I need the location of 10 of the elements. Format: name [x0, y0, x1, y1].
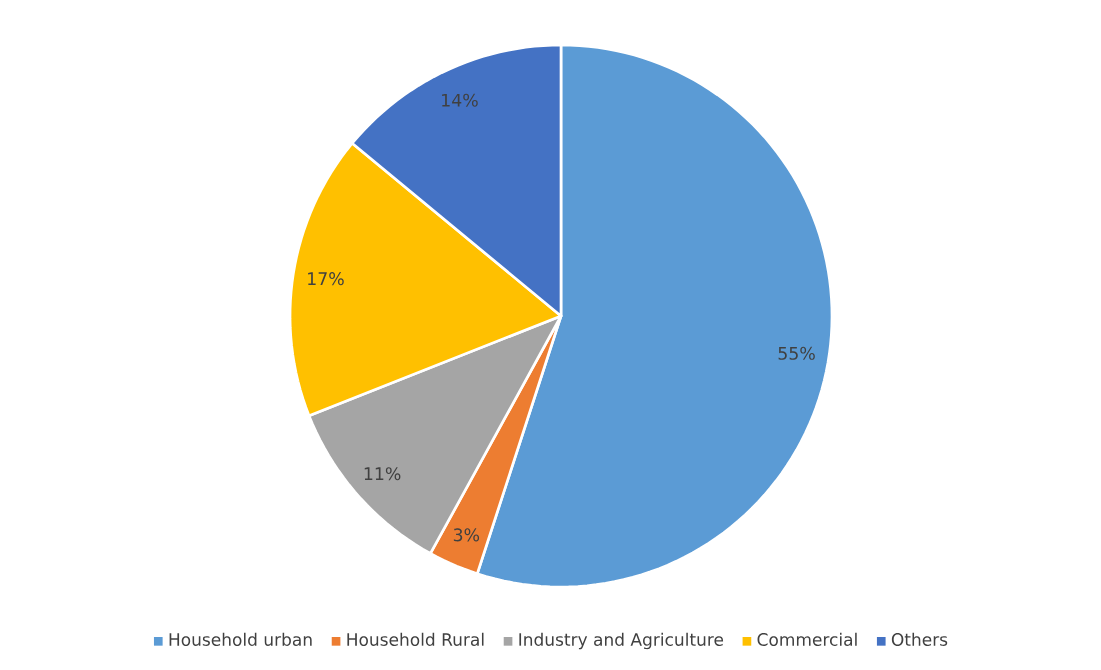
data-label: 14%	[442, 93, 478, 107]
data-label: 55%	[778, 346, 815, 360]
legend-label: Household urban	[169, 632, 312, 646]
data-label: 3%	[453, 528, 480, 542]
legend-label: Household Rural	[347, 632, 484, 646]
legend-label: Others	[891, 632, 948, 646]
data-label: 17%	[308, 272, 344, 286]
data-label: 11%	[364, 467, 401, 481]
legend-label: Commercial	[757, 632, 857, 646]
legend-label: Industry and Agriculture	[519, 632, 724, 650]
